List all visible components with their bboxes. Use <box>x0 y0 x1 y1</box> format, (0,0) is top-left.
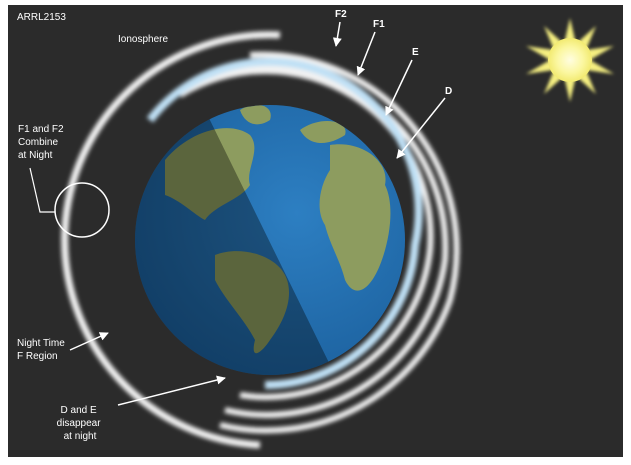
annotation: D and E disappear at night <box>57 405 104 442</box>
layer-label: F2 <box>335 9 347 20</box>
sun <box>526 18 614 102</box>
annotation-line: D and E <box>61 405 97 416</box>
earth <box>135 105 405 375</box>
layer-label: E <box>412 47 419 58</box>
combine-leader <box>29 167 55 213</box>
layer-label: D <box>445 86 452 97</box>
title: Ionosphere <box>118 34 168 45</box>
annotation: F1 and F2 Combine at Night <box>18 124 66 161</box>
annotation-line: F1 and F2 <box>18 124 64 135</box>
arrows <box>69 21 446 406</box>
ionosphere-rings <box>61 31 460 449</box>
annotation-line: disappear <box>57 418 102 429</box>
annotation: Night Time F Region <box>17 338 68 362</box>
annotation-line: at Night <box>18 150 53 161</box>
annotation-line: at night <box>64 431 97 442</box>
annotation-line: Combine <box>18 137 58 148</box>
layer-label: F1 <box>373 19 385 30</box>
annotation-line: F Region <box>17 351 58 362</box>
combine-circle <box>54 182 110 238</box>
figure-id: ARRL2153 <box>17 12 66 23</box>
annotation-line: Night Time <box>17 338 65 349</box>
